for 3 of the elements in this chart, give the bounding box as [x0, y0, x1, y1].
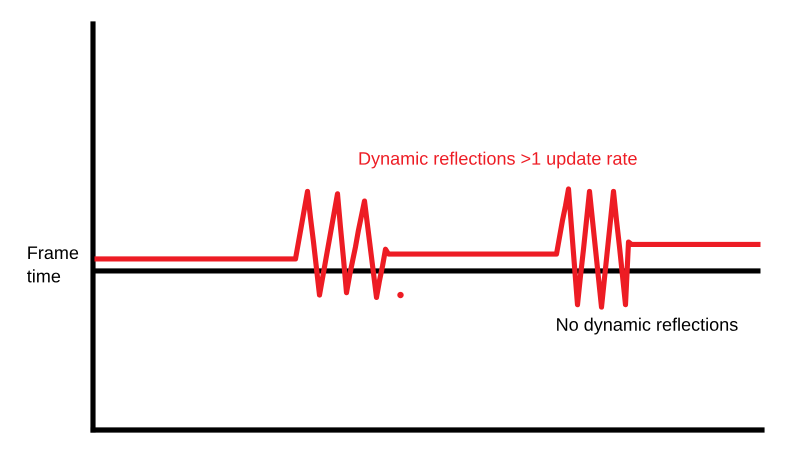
y-axis-title: Frame time	[27, 246, 78, 283]
text: No dynamic reflections	[557, 318, 738, 334]
series-label: Dynamic reflections >1 update rate	[359, 152, 637, 168]
